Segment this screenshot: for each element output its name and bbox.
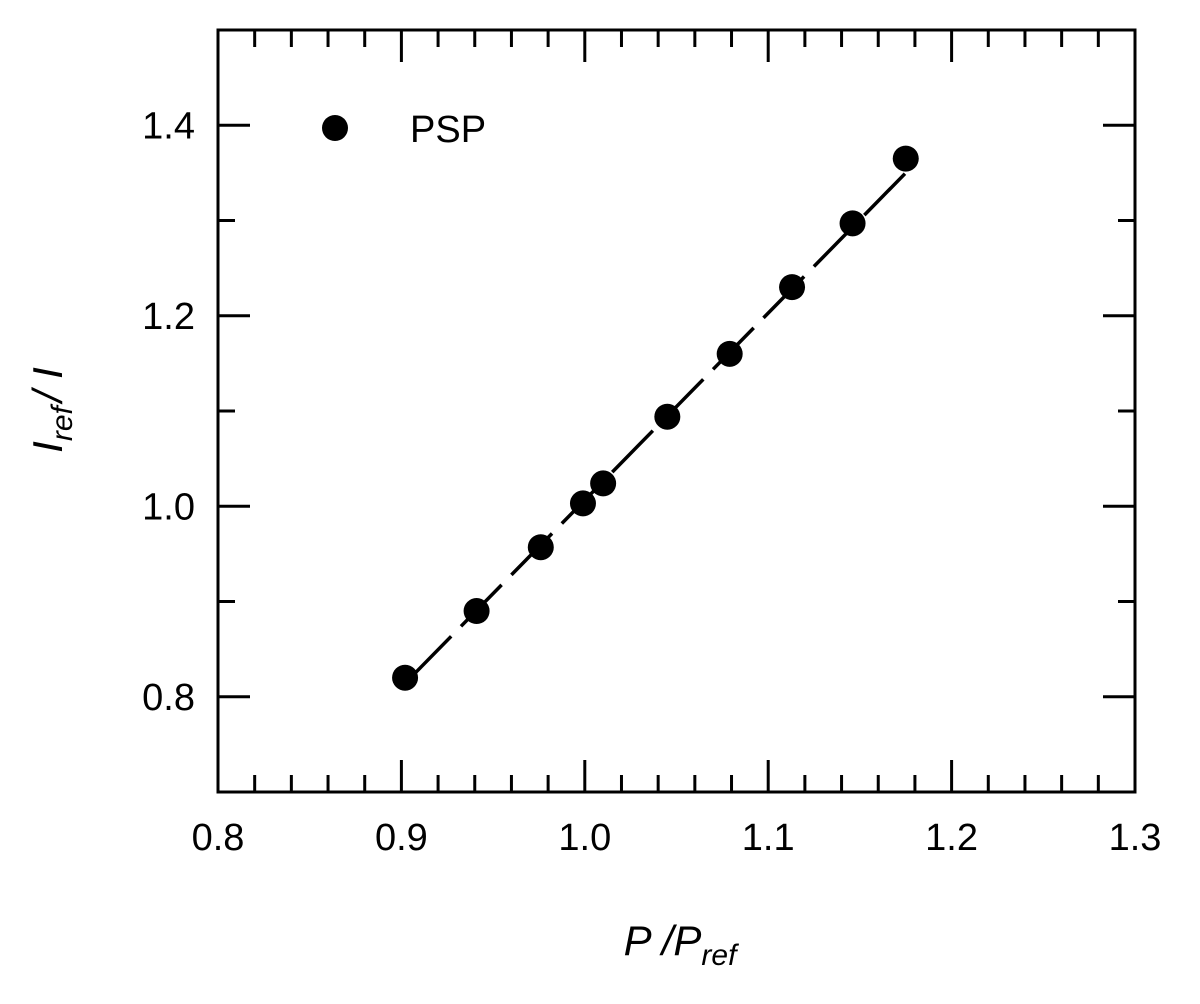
y-tick-label: 1.2 [142,296,195,338]
x-tick-label: 1.1 [742,817,795,859]
data-point [590,470,617,497]
data-point [527,534,554,561]
axes: 0.8 0.9 1.0 1.1 1.2 1.3 0.8 1.0 1.2 1.4 [142,28,1162,859]
legend-marker [322,115,348,141]
data-point [839,210,866,237]
fit-line [409,171,907,679]
data-point [654,403,681,430]
x-tick-label: 1.0 [558,817,611,859]
y-tick-label: 1.0 [142,486,195,528]
x-tick-label: 0.9 [375,817,428,859]
data-point [569,490,596,517]
data-point [716,340,743,367]
legend-label: PSP [410,109,486,151]
fit-line-group [409,171,907,679]
x-axis-title: P /Pref [624,917,739,972]
data-points [392,145,919,691]
data-point [463,598,490,625]
x-tick-label: 0.8 [192,817,245,859]
x-tick-label: 1.2 [925,817,978,859]
y-tick-label: 1.4 [142,105,195,147]
data-point [779,274,806,301]
x-tick-label: 1.3 [1109,817,1162,859]
y-tick-label: 0.8 [142,677,195,719]
legend: PSP [322,109,486,151]
data-point [392,664,419,691]
y-axis-title: Iref/ I [24,367,79,453]
data-point [892,145,919,172]
